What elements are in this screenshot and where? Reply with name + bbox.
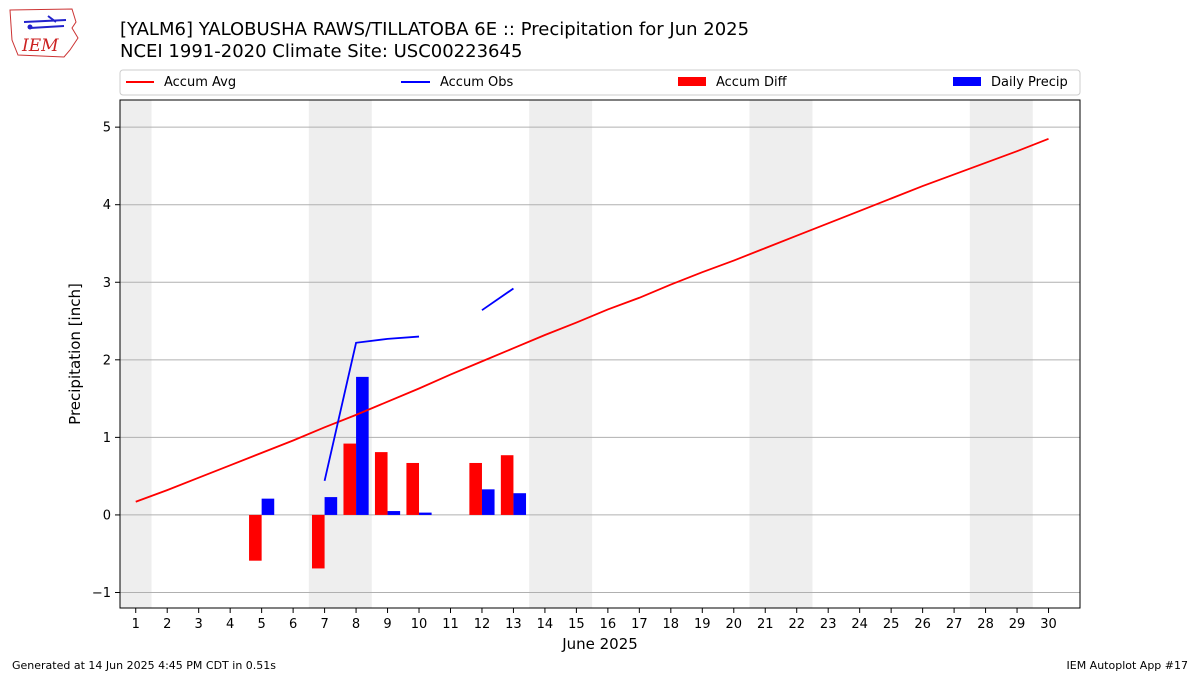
accum-obs-line-1 (481, 287, 514, 311)
x-tick-label: 5 (257, 617, 265, 632)
x-tick-label: 30 (1040, 617, 1057, 632)
x-tick-label: 8 (352, 617, 360, 632)
y-tick-label: 4 (103, 198, 111, 213)
legend-swatch-daily-precip (953, 77, 981, 86)
daily-precip-bar (324, 497, 338, 515)
daily-precip-bar (419, 512, 432, 515)
x-tick-label: 18 (663, 617, 680, 632)
x-tick-label: 27 (946, 617, 963, 632)
x-tick-label: 23 (820, 617, 837, 632)
logo-text: IEM (21, 36, 59, 56)
accum-diff-bar (343, 443, 357, 515)
accum-diff-bar (500, 455, 514, 515)
accum-diff-bar (406, 462, 420, 515)
iem-logo: IEM (9, 8, 79, 58)
weekend-band-4 (969, 100, 1033, 608)
x-tick-label: 9 (383, 617, 391, 632)
x-tick-label: 28 (977, 617, 994, 632)
footer-generated: Generated at 14 Jun 2025 4:45 PM CDT in … (12, 659, 277, 672)
x-tick-label: 15 (568, 617, 585, 632)
weather-symbol-icon (23, 15, 67, 29)
accum-diff-bar (249, 514, 262, 561)
legend-label-daily-precip: Daily Precip (991, 75, 1068, 90)
legend-swatch-accum-diff (678, 77, 706, 86)
daily-precip-bar (261, 498, 275, 515)
x-tick-label: 11 (442, 617, 459, 632)
daily-precip-bar (356, 376, 369, 515)
y-tick-label: 2 (103, 353, 111, 368)
y-tick-label: 3 (103, 276, 111, 291)
daily-precip-bar (481, 489, 495, 515)
legend-label-accum-avg: Accum Avg (164, 75, 236, 90)
x-tick-label: 17 (631, 617, 648, 632)
x-tick-label: 13 (505, 617, 522, 632)
legend: Accum Avg Accum Obs Accum Diff Daily Pre… (119, 69, 1081, 96)
x-tick-label: 7 (320, 617, 328, 632)
x-tick-label: 22 (788, 617, 805, 632)
x-tick-label: 26 (914, 617, 931, 632)
plot-frame (119, 99, 1081, 609)
x-axis-label: June 2025 (561, 635, 638, 653)
weekend-band-2 (529, 100, 593, 608)
legend-frame (119, 69, 1081, 96)
x-tick-label: 10 (411, 617, 428, 632)
y-axis-label: Precipitation [inch] (66, 283, 84, 425)
chart-title: [YALM6] YALOBUSHA RAWS/TILLATOBA 6E :: P… (120, 19, 749, 40)
x-tick-label: 3 (195, 617, 203, 632)
weekend-band-0 (120, 100, 152, 608)
accum-diff-bar (374, 452, 388, 515)
station-dot-icon (27, 24, 33, 30)
accum-obs-line-0 (323, 335, 420, 482)
weekend-band-3 (749, 100, 813, 608)
x-tick-label: 29 (1009, 617, 1026, 632)
x-tick-label: 24 (851, 617, 868, 632)
legend-label-accum-diff: Accum Diff (716, 75, 788, 90)
footer-app-id: IEM Autoplot App #17 (1066, 659, 1189, 672)
x-tick-label: 25 (883, 617, 900, 632)
y-tick-label: 0 (103, 508, 111, 523)
x-tick-label: 14 (537, 617, 554, 632)
x-tick-label: 19 (694, 617, 711, 632)
accum-diff-bar (469, 462, 482, 515)
x-tick-label: 16 (600, 617, 617, 632)
x-tick-label: 1 (132, 617, 140, 632)
y-tick-label: 1 (103, 431, 111, 446)
x-tick-label: 12 (474, 617, 491, 632)
chart-subtitle: NCEI 1991-2020 Climate Site: USC00223645 (120, 41, 522, 62)
legend-label-accum-obs: Accum Obs (440, 75, 513, 90)
accum-avg-line (135, 137, 1049, 503)
y-tick-label: −1 (92, 586, 111, 601)
x-tick-label: 20 (725, 617, 742, 632)
x-tick-label: 6 (289, 617, 297, 632)
daily-precip-bar (387, 511, 401, 515)
y-tick-label: 5 (103, 121, 111, 136)
x-tick-label: 4 (226, 617, 234, 632)
x-tick-label: 21 (757, 617, 774, 632)
accum-diff-bar (312, 514, 325, 569)
x-tick-label: 2 (163, 617, 171, 632)
daily-precip-bar (513, 493, 527, 515)
